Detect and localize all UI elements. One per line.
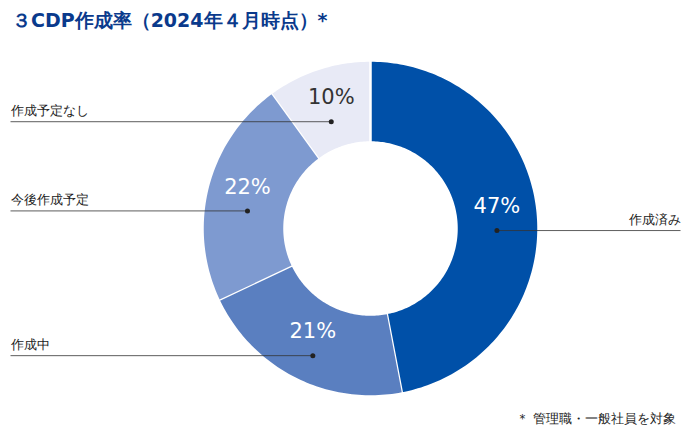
svg-text:47%: 47% [474,194,521,218]
svg-text:作成中: 作成中 [10,337,50,352]
svg-text:21%: 21% [289,319,336,343]
svg-text:作成予定なし: 作成予定なし [10,103,89,118]
html-text:３CDP作成率（2024年４月時点）*: ３CDP作成率（2024年４月時点）* [12,9,328,31]
svg-text:22%: 22% [224,175,271,199]
svg-text:作成済み: 作成済み [628,212,681,227]
svg-text:今後作成予定: 今後作成予定 [11,192,89,207]
html-text:＊ 管理職・一般社員を対象: ＊ 管理職・一般社員を対象 [515,411,676,426]
svg-text:10%: 10% [308,85,355,109]
